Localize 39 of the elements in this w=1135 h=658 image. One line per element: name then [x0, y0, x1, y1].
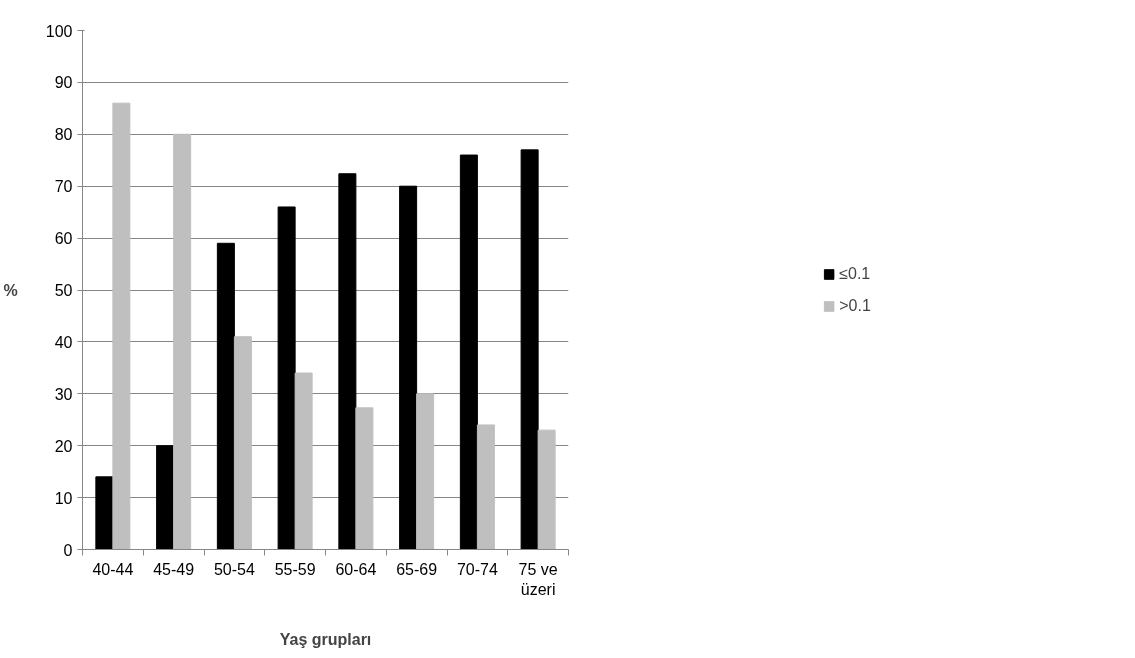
- x-tick-label: 60-64: [335, 560, 377, 578]
- x-tick-label: 55-59: [274, 560, 316, 578]
- y-tick-label: 90: [54, 74, 73, 92]
- bar: [520, 149, 539, 550]
- y-tick-label: 10: [54, 489, 73, 507]
- bar: [233, 336, 252, 550]
- y-tick-label: 30: [54, 385, 73, 403]
- y-tick-label: 80: [54, 126, 73, 144]
- bar: [95, 476, 114, 550]
- y-tick-label: 40: [54, 333, 73, 351]
- y-axis-title: %: [3, 281, 18, 299]
- y-tick-label: 100: [45, 22, 73, 40]
- y-tick-label: 20: [54, 437, 73, 455]
- y-tick-label: 50: [54, 282, 73, 299]
- x-tick-label: 65-69: [396, 560, 438, 578]
- y-tick-label: 60: [54, 230, 73, 248]
- bar: [156, 445, 175, 550]
- bar: [294, 372, 313, 550]
- bar: [476, 424, 495, 550]
- bar: [112, 102, 131, 550]
- bar: [338, 173, 357, 550]
- bar: [416, 393, 435, 550]
- x-tick-label: 45-49: [153, 560, 195, 578]
- x-tick-label: 50-54: [213, 560, 255, 578]
- bar: [173, 133, 192, 550]
- y-tick-label: 0: [63, 541, 73, 559]
- x-tick-label: 70-74: [456, 560, 498, 578]
- x-tick-label: 40-44: [92, 560, 134, 578]
- x-axis-title: Yaş grupları: [279, 630, 372, 648]
- bar: [216, 242, 235, 550]
- legend-label: ≤0.1: [839, 264, 871, 283]
- y-tick-label: 70: [54, 178, 73, 196]
- bar: [459, 154, 478, 550]
- x-tick-label: 75 ve üzeri: [518, 560, 558, 598]
- bar: [537, 429, 556, 550]
- legend-label: >0.1: [839, 296, 871, 315]
- bar: [355, 407, 374, 550]
- bar: [277, 206, 296, 550]
- bar: [399, 185, 418, 550]
